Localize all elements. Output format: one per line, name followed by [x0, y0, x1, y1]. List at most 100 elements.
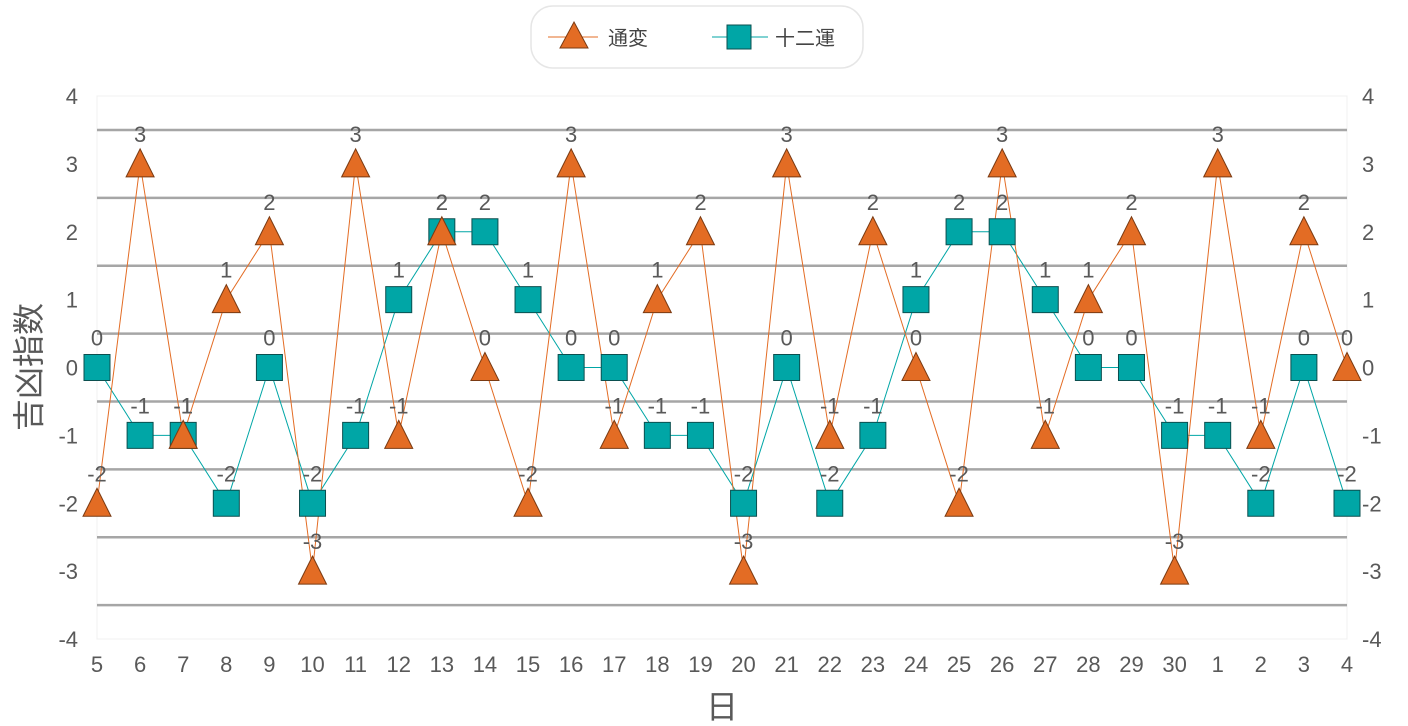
series-1-data-label: 2 — [1125, 190, 1137, 215]
series-2-marker — [385, 286, 413, 314]
series-1-marker — [771, 147, 802, 178]
series-1-data-label: 3 — [565, 122, 577, 147]
series-2-data-label: 0 — [263, 326, 275, 351]
series-1-data-label: 3 — [1212, 122, 1224, 147]
series-1-data-label: 2 — [1298, 190, 1310, 215]
x-tick-label: 16 — [559, 652, 583, 677]
y-tick-label: -4 — [58, 627, 78, 652]
series-2-data-label: -2 — [1251, 461, 1271, 486]
series-1-marker — [728, 555, 759, 585]
legend-item-series-1[interactable]: 通変 — [548, 20, 648, 50]
series-2-marker — [1074, 354, 1102, 381]
gridlines — [97, 128, 1347, 607]
x-tick-label: 26 — [990, 652, 1014, 677]
y2-tick-label: 4 — [1362, 84, 1374, 109]
series-1-marker — [1289, 215, 1319, 246]
series-2-data-label: 0 — [1125, 326, 1137, 351]
x-tick-label: 15 — [516, 652, 540, 677]
series-1-marker — [125, 147, 155, 178]
series-2-marker — [945, 218, 973, 246]
series-1-marker — [340, 147, 371, 178]
series-2-marker — [988, 218, 1016, 246]
series-2-marker — [600, 354, 628, 381]
series-2-marker — [859, 421, 887, 449]
series-1-data-label: 2 — [263, 190, 275, 215]
series-1-marker — [254, 215, 285, 246]
y-tick-label: -1 — [58, 423, 78, 448]
series-1-data-label: 0 — [1341, 326, 1353, 351]
series-1-marker — [556, 147, 586, 178]
series-2-data-label: -1 — [1165, 393, 1185, 418]
series-1-marker — [987, 147, 1017, 178]
x-tick-label: 29 — [1119, 652, 1143, 677]
series-1-data-label: -3 — [303, 529, 323, 554]
series-1-data-label: -2 — [949, 461, 969, 486]
x-tick-label: 28 — [1076, 652, 1100, 677]
series-2-labels: 0-1 -1-20-2-112 210 0-1 -1-20-2-112 210 0-1 -1-… — [91, 190, 1357, 487]
series-2-marker — [126, 421, 154, 449]
x-tick-label: 11 — [344, 652, 367, 677]
x-tick-label: 19 — [688, 652, 712, 677]
series-2-marker — [1117, 354, 1145, 381]
series-2-marker — [212, 489, 240, 517]
series-2-marker — [1290, 354, 1318, 381]
y-tick-label: -3 — [58, 559, 78, 584]
x-tick-label: 5 — [91, 652, 103, 677]
y2-tick-label: 0 — [1362, 356, 1374, 381]
series-2-data-label: 0 — [1298, 326, 1310, 351]
series-1-marker — [1202, 147, 1233, 178]
legend-square-icon — [726, 24, 752, 50]
x-tick-label: 30 — [1162, 652, 1186, 677]
x-tick-label: 10 — [300, 652, 324, 677]
series-2-marker — [686, 421, 714, 449]
series-1-marker — [642, 283, 673, 314]
x-tick-label: 14 — [473, 652, 497, 677]
y-axis-right: 4 3 2 1 0 -1 -2 -3 -4 — [1362, 84, 1382, 652]
series-2-data-label: -1 — [173, 393, 193, 418]
x-tick-label: 25 — [947, 652, 971, 677]
series-1-marker — [168, 419, 199, 449]
x-tick-label: 18 — [645, 652, 669, 677]
series-2-marker — [299, 489, 327, 517]
legend-item-series-2[interactable]: 十二運 — [712, 24, 835, 50]
series-1-data-label: 3 — [781, 122, 793, 147]
series-1-marker — [599, 419, 630, 449]
x-tick-label: 6 — [134, 652, 146, 677]
series-2-marker — [730, 489, 758, 517]
series-1-marker — [1116, 215, 1147, 246]
series-2-data-label: 1 — [522, 258, 534, 283]
series-2-marker — [902, 286, 930, 314]
series-2-marker — [1333, 489, 1361, 517]
y-tick-label: 4 — [66, 84, 78, 109]
series-1-marker — [513, 487, 543, 517]
series-1-data-label: 0 — [479, 326, 491, 351]
series-2-data-label: -2 — [820, 461, 840, 486]
series-2-data-label: -1 — [346, 393, 366, 418]
series-2-marker — [773, 354, 801, 381]
series-2-data-label: -2 — [1337, 461, 1357, 486]
x-tick-label: 22 — [818, 652, 842, 677]
series-2-data-label: -1 — [130, 393, 150, 418]
series-2-data-label: 2 — [436, 190, 448, 215]
series-2-marker — [557, 354, 585, 381]
series-1-marker — [814, 419, 845, 449]
series-1-marker — [944, 487, 974, 517]
series-2-data-label: 2 — [479, 190, 491, 215]
y-axis-title: 吉凶指数 — [10, 303, 48, 431]
series-2-data-label: 0 — [781, 326, 793, 351]
series-2-data-label: -1 — [648, 393, 668, 418]
plot-area — [96, 95, 1348, 640]
series-1-marker — [427, 215, 457, 246]
series-1-data-label: -1 — [1251, 393, 1271, 418]
series-1-marker — [1245, 419, 1276, 449]
series-1-labels: -2 3 -1 1 2 -3 3 -1 2 0 -2 3 -1 1 2 -3 3 -1 2 0 -2 3 -1 1 2 -3 3 -1… — [87, 122, 1353, 554]
legend-box — [530, 5, 864, 69]
series-2-data-label: 0 — [608, 326, 620, 351]
y2-tick-label: -1 — [1362, 423, 1382, 448]
y-axis-left: 4 3 2 1 0 -1 -2 -3 -4 — [58, 84, 78, 652]
y2-tick-label: -2 — [1362, 491, 1382, 516]
series-2-data-label: -1 — [691, 393, 711, 418]
series-1-marker — [1332, 351, 1362, 381]
legend: 通変 十二運 — [530, 5, 864, 69]
